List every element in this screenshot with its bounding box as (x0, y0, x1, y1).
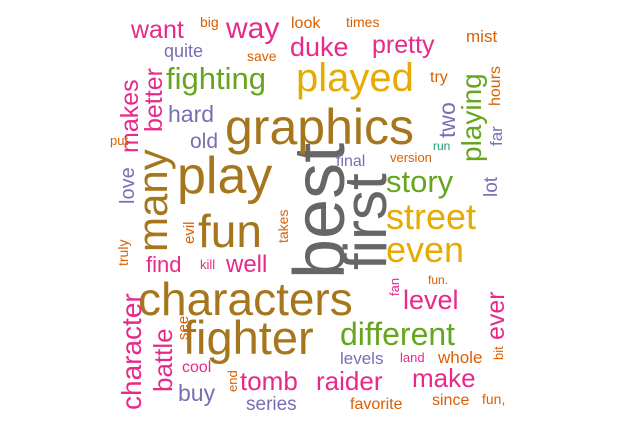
word-favorite: favorite (350, 396, 403, 413)
word-story: story (386, 164, 454, 199)
word-fan: fan (387, 277, 402, 296)
word-find: find (146, 252, 182, 277)
word-truly: truly (115, 239, 131, 266)
word-lot: lot (481, 176, 502, 197)
word-hard: hard (168, 101, 215, 127)
word-end: end (225, 370, 240, 392)
word-playing: playing (456, 73, 487, 162)
word-played: played (296, 56, 414, 100)
word-see: see (175, 315, 192, 340)
word-final: final (336, 153, 366, 170)
word-tomb: tomb (240, 366, 298, 396)
word-run: run (433, 139, 451, 153)
word-fighter: fighter (183, 311, 314, 364)
word-fun-dot: fun. (428, 273, 449, 287)
word-ever: ever (482, 291, 510, 340)
word-graphics: graphics (225, 99, 414, 155)
word-pretty: pretty (372, 31, 435, 59)
word-character: character (116, 293, 147, 410)
word-characters: characters (138, 273, 353, 325)
word-better: better (140, 68, 168, 132)
word-play: play (177, 147, 273, 205)
word-hours: hours (487, 65, 504, 106)
word-quite: quite (164, 41, 204, 61)
word-battle: battle (148, 328, 178, 392)
word-even: even (386, 229, 465, 270)
word-levels: levels (340, 349, 384, 368)
word-far: far (487, 126, 506, 146)
word-want: want (131, 16, 184, 44)
word-whole: whole (438, 348, 483, 367)
word-different: different (340, 316, 456, 352)
word-make: make (412, 363, 476, 393)
word-evil: evil (181, 221, 198, 244)
word-two: two (434, 102, 460, 138)
word-bit: bit (491, 346, 506, 360)
word-well: well (226, 251, 268, 278)
word-raider: raider (316, 366, 383, 396)
word-duke: duke (290, 32, 349, 62)
word-cool: cool (182, 359, 212, 376)
word-look: look (291, 15, 321, 32)
word-love: love (117, 167, 139, 204)
word-try: try (430, 69, 448, 86)
word-save: save (247, 48, 277, 64)
word-fun: fun (198, 205, 262, 257)
word-old: old (190, 130, 219, 153)
word-level: level (403, 285, 459, 315)
word-fighting: fighting (166, 61, 266, 96)
word-fun-comma: fun, (482, 391, 506, 407)
word-since: since (432, 392, 470, 409)
word-series: series (246, 394, 297, 415)
word-times: times (346, 14, 380, 30)
word-put: put (110, 133, 129, 148)
word-street: street (386, 196, 477, 237)
word-kill: kill (200, 257, 216, 272)
word-land: land (400, 350, 425, 365)
word-mist: mist (466, 27, 498, 46)
word-way: way (226, 12, 280, 45)
word-big: big (200, 14, 219, 30)
word-version: version (390, 150, 432, 165)
word-takes: takes (275, 209, 291, 243)
word-buy: buy (178, 380, 216, 406)
